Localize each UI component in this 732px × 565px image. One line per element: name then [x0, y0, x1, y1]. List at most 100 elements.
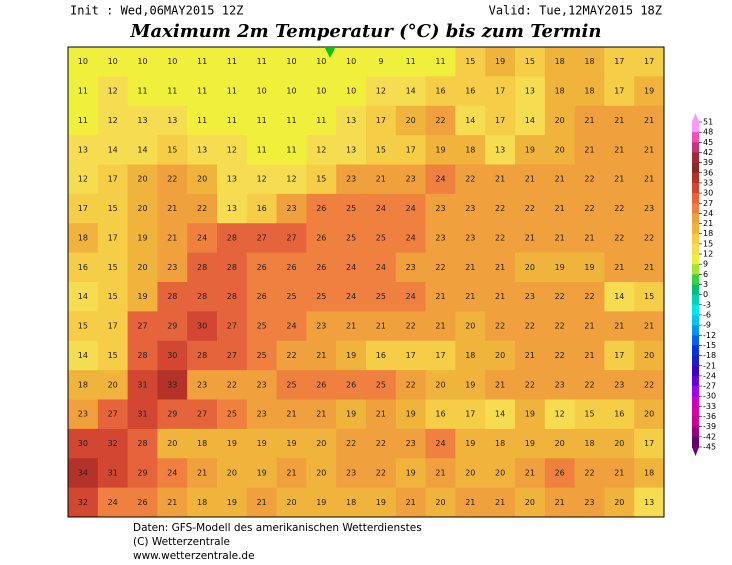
temperature-cell	[217, 340, 248, 371]
temperature-cell	[336, 193, 367, 224]
temperature-cell	[485, 428, 516, 459]
temperature-cell	[366, 105, 397, 136]
temperature-label: 9	[378, 57, 383, 66]
temperature-label: 14	[465, 116, 475, 125]
colorbar-label: -45	[703, 443, 716, 452]
temperature-label: 19	[495, 57, 505, 66]
temperature-label: 23	[644, 204, 654, 213]
temperature-cell	[515, 76, 546, 107]
temperature-cell	[97, 105, 129, 136]
temperature-label: 26	[257, 263, 267, 272]
temperature-label: 11	[286, 145, 296, 154]
temperature-cell	[336, 164, 367, 195]
temperature-label: 21	[644, 116, 654, 125]
temperature-cell	[217, 105, 248, 136]
temperature-cell	[515, 428, 546, 459]
colorbar-band	[692, 375, 699, 387]
temperature-label: 19	[257, 468, 267, 477]
temperature-cell	[604, 399, 635, 430]
temperature-cell	[425, 340, 456, 371]
temperature-cell	[127, 223, 158, 254]
temperature-cell	[455, 223, 486, 254]
temperature-cell	[455, 340, 486, 371]
temperature-cell	[187, 164, 218, 195]
temperature-label: 21	[614, 322, 624, 331]
colorbar-label: -12	[703, 331, 716, 340]
temperature-label: 20	[137, 204, 147, 213]
temperature-label: 23	[257, 410, 267, 419]
temperature-label: 21	[644, 145, 654, 154]
temperature-cell	[246, 487, 278, 518]
temperature-label: 23	[406, 439, 416, 448]
temperature-label: 17	[78, 204, 88, 213]
temperature-cell	[157, 76, 188, 107]
temperature-cell	[217, 370, 248, 400]
temperature-cell	[485, 105, 516, 136]
temperature-label: 11	[227, 87, 237, 96]
temperature-label: 13	[227, 175, 237, 184]
temperature-label: 19	[465, 439, 475, 448]
temperature-cell	[634, 164, 665, 195]
colorbar-label: 51	[703, 118, 713, 127]
temperature-cell	[217, 487, 248, 518]
temperature-label: 25	[376, 233, 386, 242]
temperature-label: 12	[376, 87, 386, 96]
temperature-cell	[336, 76, 367, 107]
temperature-label: 21	[495, 380, 505, 389]
temperature-label: 21	[465, 263, 475, 272]
temperature-label: 22	[227, 380, 237, 389]
temperature-cell	[306, 76, 337, 107]
temperature-cell	[336, 399, 367, 430]
temperature-cell	[485, 487, 516, 518]
temperature-label: 28	[197, 263, 207, 272]
colorbar-band	[692, 243, 699, 255]
temperature-cell	[366, 311, 397, 342]
temperature-cell	[276, 252, 307, 283]
temperature-label: 28	[227, 263, 237, 272]
temperature-cell	[276, 458, 307, 489]
temperature-label: 20	[316, 468, 326, 477]
temperature-cell	[634, 487, 665, 518]
temperature-label: 15	[584, 410, 594, 419]
temperature-label: 17	[465, 410, 475, 419]
temperature-label: 26	[257, 292, 267, 301]
temperature-cell	[425, 47, 456, 77]
colorbar-label: -21	[703, 361, 716, 370]
temperature-label: 21	[197, 468, 207, 477]
temperature-label: 18	[644, 468, 654, 477]
temperature-label: 23	[584, 498, 594, 507]
temperature-label: 19	[525, 410, 535, 419]
temperature-label: 30	[167, 351, 177, 360]
temperature-cell	[97, 282, 129, 312]
map-cells: 10 10 10 10 11 11 11 10 10 10 9 11 11 15 19 15 18 18 17 17 1…	[68, 47, 665, 518]
temperature-cell	[366, 135, 397, 165]
temperature-label: 14	[108, 145, 118, 154]
temperature-cell	[157, 252, 188, 283]
temperature-label: 23	[614, 380, 624, 389]
temperature-cell	[634, 458, 665, 489]
temperature-cell	[276, 282, 307, 312]
temperature-cell	[544, 47, 576, 77]
temperature-cell	[366, 252, 397, 283]
temperature-cell	[574, 370, 605, 400]
temperature-label: 21	[465, 292, 475, 301]
temperature-label: 14	[78, 292, 88, 301]
temperature-label: 21	[614, 263, 624, 272]
temperature-label: 23	[316, 322, 326, 331]
temperature-cell	[604, 135, 635, 165]
temperature-cell	[68, 340, 99, 371]
temperature-cell	[336, 340, 367, 371]
temperature-label: 13	[137, 116, 147, 125]
colorbar-label: -18	[703, 351, 716, 360]
temperature-cell	[485, 223, 516, 254]
temperature-cell	[97, 76, 129, 107]
temperature-label: 22	[167, 175, 177, 184]
temperature-cell	[97, 428, 129, 459]
temperature-cell	[485, 340, 516, 371]
temperature-label: 21	[435, 322, 445, 331]
temperature-cell	[574, 458, 605, 489]
temperature-cell	[336, 47, 367, 77]
temperature-label: 23	[78, 410, 88, 419]
temperature-label: 11	[257, 145, 267, 154]
